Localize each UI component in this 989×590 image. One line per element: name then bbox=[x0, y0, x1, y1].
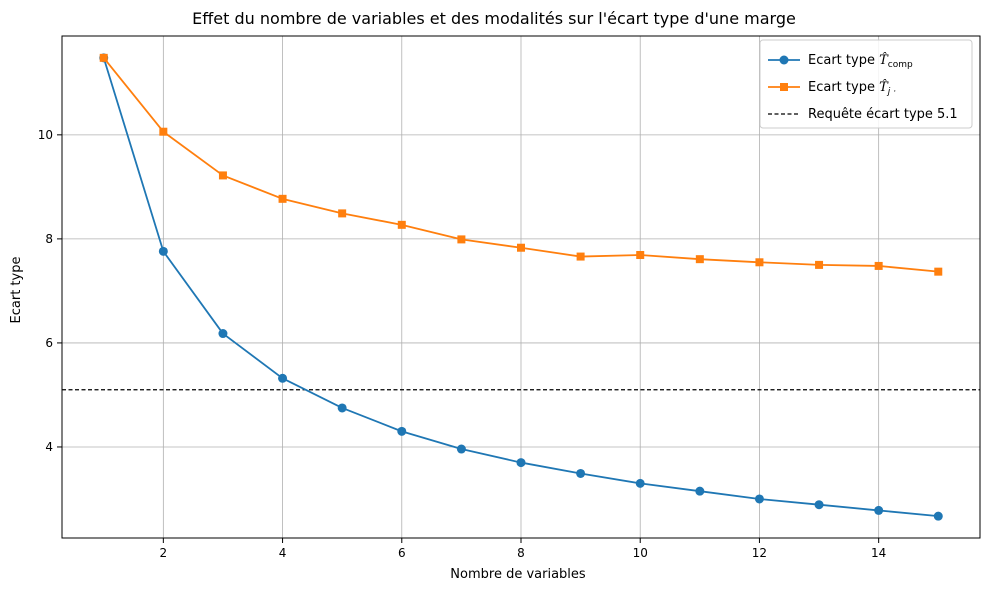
y-tick-label-0: 4 bbox=[45, 440, 53, 454]
legend-entry-ref: Requête écart type 5.1 bbox=[768, 107, 958, 122]
x-axis-ticks: 2 4 6 8 10 12 14 bbox=[160, 538, 886, 560]
series-1-point-12 bbox=[815, 260, 824, 269]
series-0 bbox=[99, 53, 943, 521]
chart-title: Effet du nombre de variables et des moda… bbox=[192, 9, 796, 28]
series-0-point-11 bbox=[754, 494, 764, 504]
legend-entry-0: Ecart type T̂comp bbox=[768, 52, 913, 70]
y-axis-label: Ecart type bbox=[9, 257, 24, 324]
legend-marker-1 bbox=[780, 83, 788, 91]
legend-label-1-math: T̂ bbox=[879, 79, 889, 95]
series-1-point-9 bbox=[636, 251, 645, 260]
grid bbox=[62, 36, 980, 538]
legend-label-0-math: T̂ bbox=[879, 52, 889, 68]
series-0-point-1 bbox=[158, 246, 168, 256]
series-1-point-2 bbox=[218, 171, 227, 180]
series-1-point-1 bbox=[159, 127, 168, 136]
x-tick-label-1: 4 bbox=[279, 546, 287, 560]
legend-box bbox=[759, 39, 973, 129]
y-tick-label-1: 6 bbox=[45, 336, 53, 350]
series-1-point-7 bbox=[517, 243, 525, 252]
series-0-point-3 bbox=[278, 373, 288, 383]
legend-marker-0 bbox=[779, 55, 789, 65]
x-axis-label: Nombre de variables bbox=[450, 567, 586, 582]
x-tick-label-5: 12 bbox=[752, 546, 767, 560]
legend-label-0-prefix: Ecart type bbox=[808, 53, 879, 68]
series-1-point-13 bbox=[874, 261, 883, 270]
x-tick-label-3: 8 bbox=[517, 546, 525, 560]
series-0-point-10 bbox=[695, 486, 705, 496]
x-tick-label-2: 6 bbox=[398, 546, 406, 560]
series-0-point-12 bbox=[814, 500, 824, 510]
legend-entry-1: Ecart type T̂j · bbox=[768, 79, 896, 97]
series-0-point-14 bbox=[933, 511, 943, 521]
legend-label-1-prefix: Ecart type bbox=[808, 80, 879, 95]
series-1-point-0 bbox=[99, 53, 108, 62]
series-group bbox=[99, 53, 943, 521]
legend: Ecart type T̂comp Ecart type T̂j · Requê… bbox=[759, 39, 973, 129]
legend-label-0-sub: comp bbox=[888, 60, 913, 70]
y-axis-ticks: 4 6 8 10 bbox=[38, 128, 62, 454]
x-tick-label-0: 2 bbox=[160, 546, 168, 560]
legend-label-ref: Requête écart type 5.1 bbox=[808, 107, 958, 122]
series-1-point-4 bbox=[338, 209, 347, 218]
series-0-point-6 bbox=[456, 444, 466, 454]
series-0-point-5 bbox=[397, 426, 407, 436]
series-1-point-8 bbox=[576, 252, 585, 261]
series-0-point-7 bbox=[516, 458, 526, 468]
series-0-point-2 bbox=[218, 329, 228, 339]
x-tick-label-6: 14 bbox=[871, 546, 886, 560]
series-0-point-13 bbox=[874, 505, 884, 515]
series-1-point-6 bbox=[457, 235, 466, 244]
legend-label-0: Ecart type T̂comp bbox=[808, 52, 913, 70]
series-1-point-11 bbox=[755, 258, 764, 267]
series-1-point-3 bbox=[278, 194, 287, 203]
series-1 bbox=[99, 53, 943, 276]
series-0-point-8 bbox=[576, 468, 586, 478]
y-tick-label-2: 8 bbox=[45, 232, 53, 246]
x-tick-label-4: 10 bbox=[633, 546, 648, 560]
series-1-point-5 bbox=[397, 220, 406, 229]
series-1-point-14 bbox=[934, 267, 943, 276]
y-tick-label-3: 10 bbox=[38, 128, 53, 142]
series-0-point-4 bbox=[337, 403, 347, 413]
series-1-point-10 bbox=[695, 255, 704, 264]
legend-label-1-sub: j · bbox=[886, 87, 896, 97]
legend-label-1: Ecart type T̂j · bbox=[808, 79, 896, 97]
series-0-point-9 bbox=[635, 478, 645, 488]
